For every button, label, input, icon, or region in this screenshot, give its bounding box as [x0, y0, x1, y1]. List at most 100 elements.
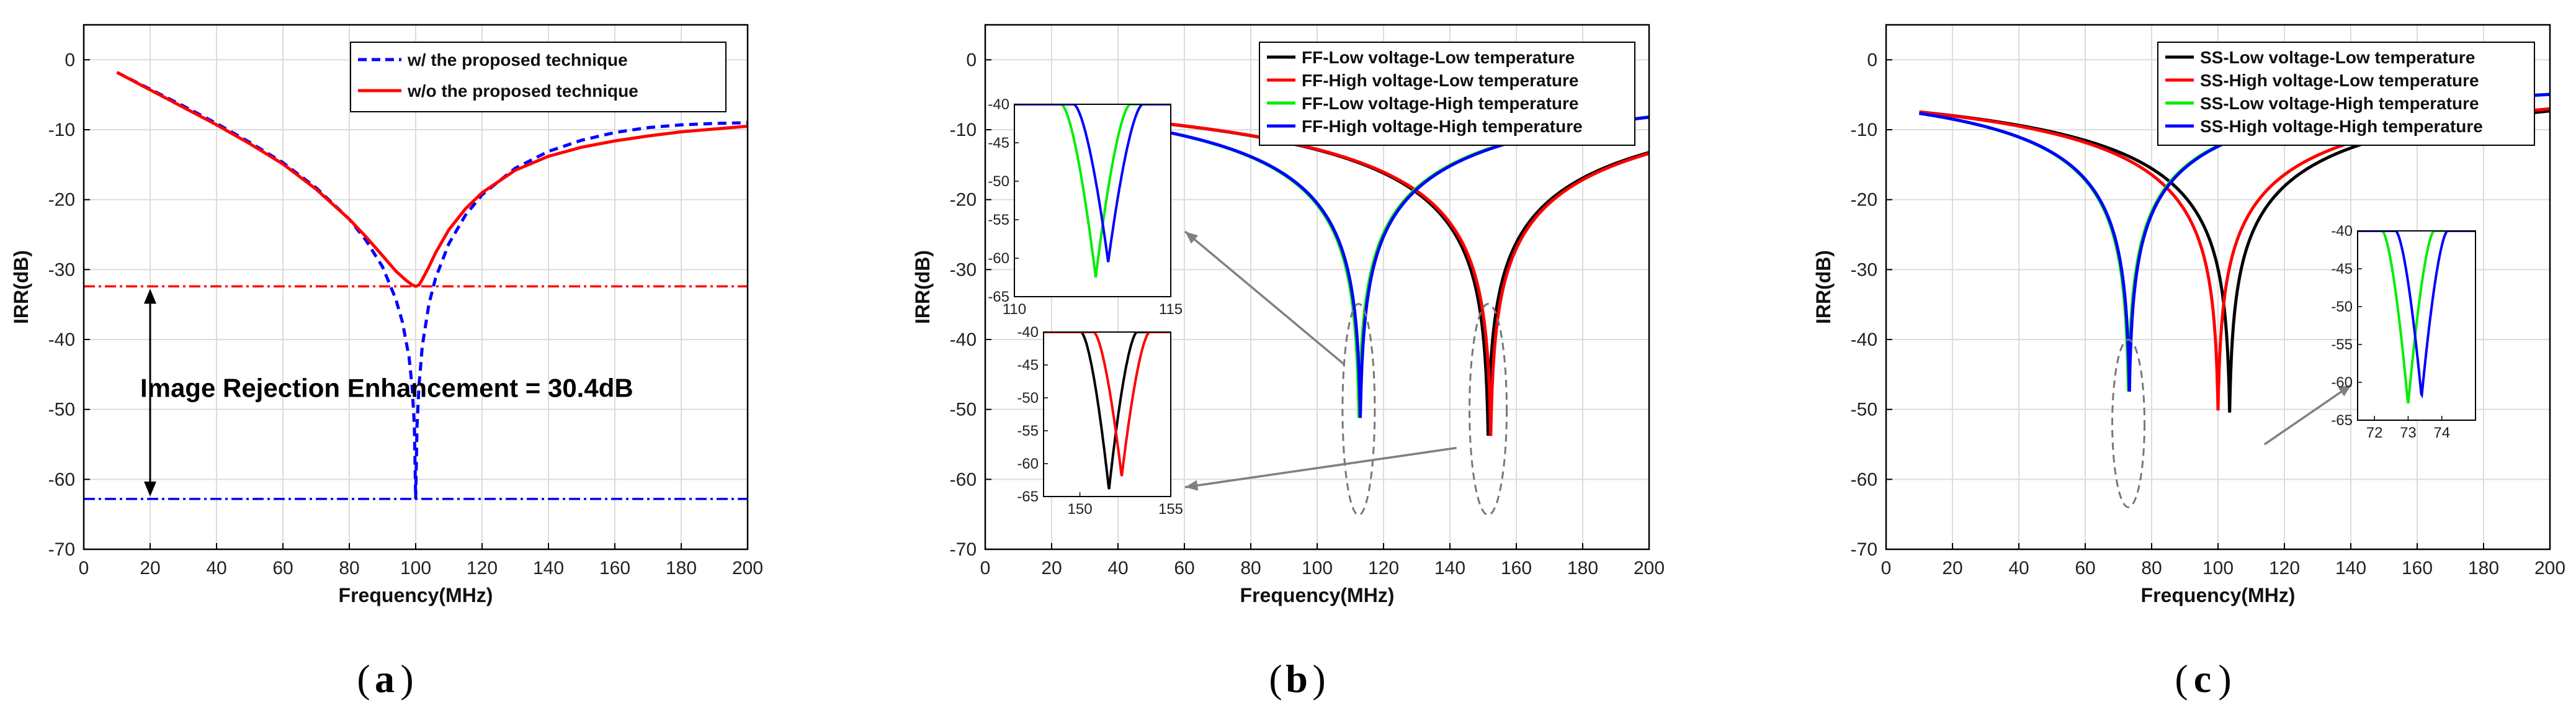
y-tick-label: -10 — [48, 120, 75, 140]
inset-y-tick-label: -50 — [988, 173, 1009, 190]
x-tick-label: 100 — [400, 558, 431, 578]
x-tick-label: 120 — [2269, 558, 2300, 578]
x-tick-label: 40 — [206, 558, 226, 578]
inset-series-line — [1014, 104, 1170, 278]
caption-paren-open: ( — [1269, 657, 1282, 701]
x-tick-label: 180 — [1567, 558, 1598, 578]
legend-entry: FF-Low voltage-High temperature — [1302, 94, 1578, 113]
inset-y-tick-label: -45 — [2331, 261, 2353, 277]
caption-paren-close: ) — [400, 657, 413, 701]
legend: FF-Low voltage-Low temperature FF-High vo… — [1259, 42, 1635, 146]
x-tick-label: 0 — [1881, 558, 1892, 578]
legend-box — [1259, 42, 1635, 146]
inset-y-tick-label: -50 — [1017, 390, 1039, 407]
legend-box — [2157, 42, 2535, 146]
x-tick-label: 60 — [1174, 558, 1194, 578]
x-tick-label: 60 — [2075, 558, 2095, 578]
y-tick-label: -60 — [950, 469, 977, 490]
plot-frame — [984, 24, 1650, 551]
inset-x-tick-label: 155 — [1158, 501, 1183, 518]
legend-entry: w/ the proposed technique — [407, 50, 628, 70]
x-tick-label: 160 — [599, 558, 630, 578]
x-tick-label: 40 — [2008, 558, 2029, 578]
caption-paren-open: ( — [357, 657, 370, 701]
x-tick-label: 120 — [467, 558, 498, 578]
y-tick-label: -70 — [48, 539, 75, 560]
inset-y-tick-label: -40 — [988, 96, 1009, 113]
inset-frame — [1043, 331, 1171, 497]
arrow-head — [1185, 232, 1199, 244]
x-tick-label: 140 — [1434, 558, 1465, 578]
caption-paren-open: ( — [2175, 657, 2188, 701]
inset-y-tick-label: -45 — [1017, 357, 1039, 374]
x-tick-label: 140 — [2335, 558, 2366, 578]
panel-caption: b — [1286, 657, 1308, 701]
y-tick-label: -60 — [48, 469, 75, 490]
y-axis-label: IRR(dB) — [10, 250, 32, 324]
y-tick-label: 0 — [966, 50, 977, 70]
inset-y-tick-label: -55 — [1017, 423, 1039, 439]
legend-entry: SS-High voltage-High temperature — [2200, 117, 2483, 136]
x-axis-label: Frequency(MHz) — [2141, 584, 2296, 606]
enhancement-annotation: Image Rejection Enhancement = 30.4dB — [140, 373, 633, 402]
x-tick-label: 0 — [79, 558, 89, 578]
highlight-ellipse — [2111, 338, 2146, 508]
legend-entry: FF-High voltage-High temperature — [1302, 117, 1583, 136]
inset-x-tick-label: 150 — [1068, 501, 1093, 518]
legend: SS-Low voltage-Low temperature SS-High vo… — [2157, 42, 2535, 146]
x-axis-label: Frequency(MHz) — [339, 584, 493, 606]
legend-entry: SS-Low voltage-Low temperature — [2200, 48, 2475, 67]
arrow-head-down — [144, 481, 156, 497]
inset: -40 -45 -50 -55 -60 -65 150 155 — [1017, 324, 1183, 518]
series-line — [116, 71, 748, 289]
y-tick-label: -30 — [1851, 259, 1877, 280]
legend-entry: FF-High voltage-Low temperature — [1302, 71, 1578, 90]
plot-frame — [1885, 24, 2551, 551]
x-tick-label: 140 — [533, 558, 564, 578]
y-tick-label: -40 — [48, 330, 75, 350]
inset-series-line — [2358, 231, 2475, 404]
y-tick-label: -40 — [950, 330, 977, 350]
inset-series-line — [1044, 332, 1171, 490]
x-tick-label: 180 — [666, 558, 697, 578]
inset-y-tick-label: -55 — [988, 212, 1009, 228]
inset-y-tick-label: -65 — [1017, 488, 1039, 505]
y-tick-label: -20 — [1851, 190, 1877, 210]
caption-paren-close: ) — [1312, 657, 1325, 701]
pointer-arrow — [1184, 446, 1457, 488]
panel-c: 0 20 40 60 80 100 120 140 160 180 200 0 -10 -20 -30 -40… — [1812, 24, 2565, 701]
x-tick-label: 200 — [1634, 558, 1665, 578]
inset-series-line — [1014, 104, 1170, 263]
highlight-ellipse — [1469, 303, 1508, 516]
x-tick-label: 80 — [339, 558, 359, 578]
inset-x-tick-label: 115 — [1159, 301, 1183, 318]
legend-entry: SS-High voltage-Low temperature — [2200, 71, 2479, 90]
x-tick-label: 40 — [1107, 558, 1128, 578]
inset-y-tick-label: -50 — [2331, 299, 2353, 315]
pointer-arrow — [2263, 384, 2352, 446]
panel-a: 0 20 40 60 80 100 120 140 160 180 200 0 -10 -20 -30 -40… — [10, 24, 763, 701]
inset-y-tick-label: -45 — [988, 135, 1009, 151]
y-tick-label: -50 — [950, 400, 977, 420]
y-tick-label: -10 — [950, 120, 977, 140]
y-tick-label: -70 — [950, 539, 977, 560]
x-tick-label: 180 — [2468, 558, 2499, 578]
inset-y-tick-label: -65 — [2331, 412, 2353, 429]
legend: w/ the proposed technique w/o the propose… — [350, 42, 727, 112]
caption-paren-close: ) — [2218, 657, 2231, 701]
y-tick-label: -10 — [1851, 120, 1877, 140]
inset-frame — [2357, 230, 2476, 421]
x-tick-label: 120 — [1368, 558, 1399, 578]
y-axis-label: IRR(dB) — [911, 250, 934, 324]
y-tick-label: -70 — [1851, 539, 1877, 560]
series-line — [116, 71, 748, 499]
y-tick-label: -30 — [48, 259, 75, 280]
y-tick-label: -60 — [1851, 469, 1877, 490]
inset-y-tick-label: -60 — [1017, 456, 1039, 472]
highlight-ellipse — [1341, 303, 1376, 516]
x-tick-label: 80 — [2141, 558, 2162, 578]
x-tick-label: 20 — [1041, 558, 1062, 578]
x-tick-label: 160 — [2402, 558, 2433, 578]
